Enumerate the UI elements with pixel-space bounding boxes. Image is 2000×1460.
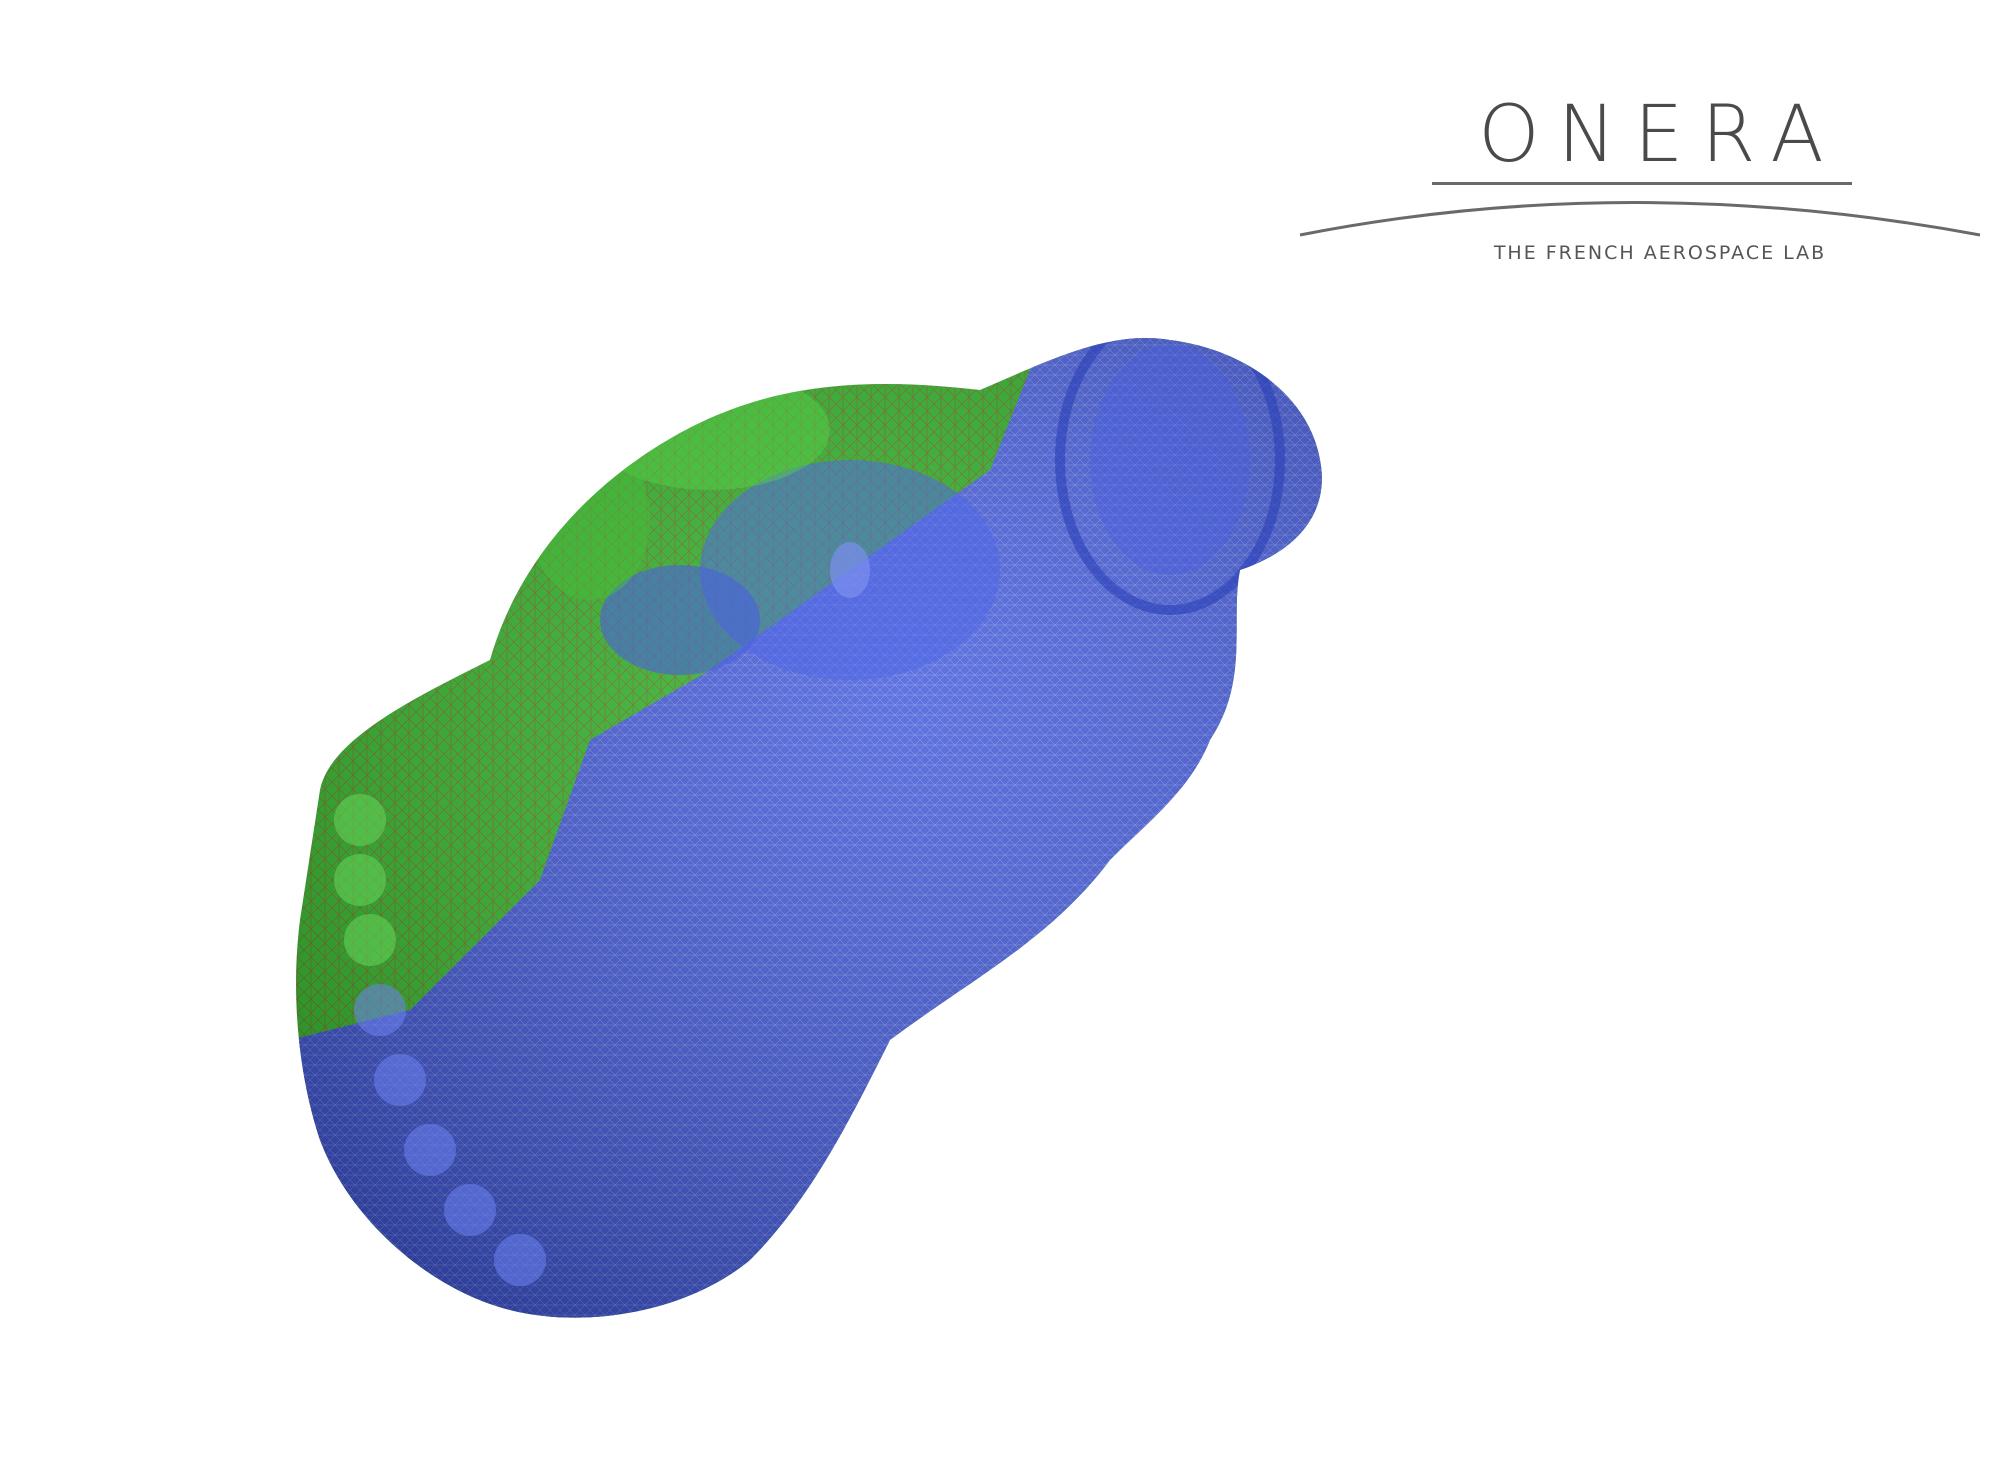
- logo-arc: [1299, 201, 1981, 237]
- logo-rule: [1432, 182, 1852, 185]
- mesh-sculpture-image: [296, 338, 1322, 1318]
- onera-logo: ONERA THE FRENCH AEROSPACE LAB: [1290, 90, 2000, 280]
- logo-wordmark: ONERA: [1478, 90, 1842, 180]
- logo-tagline: THE FRENCH AEROSPACE LAB: [1493, 242, 1827, 264]
